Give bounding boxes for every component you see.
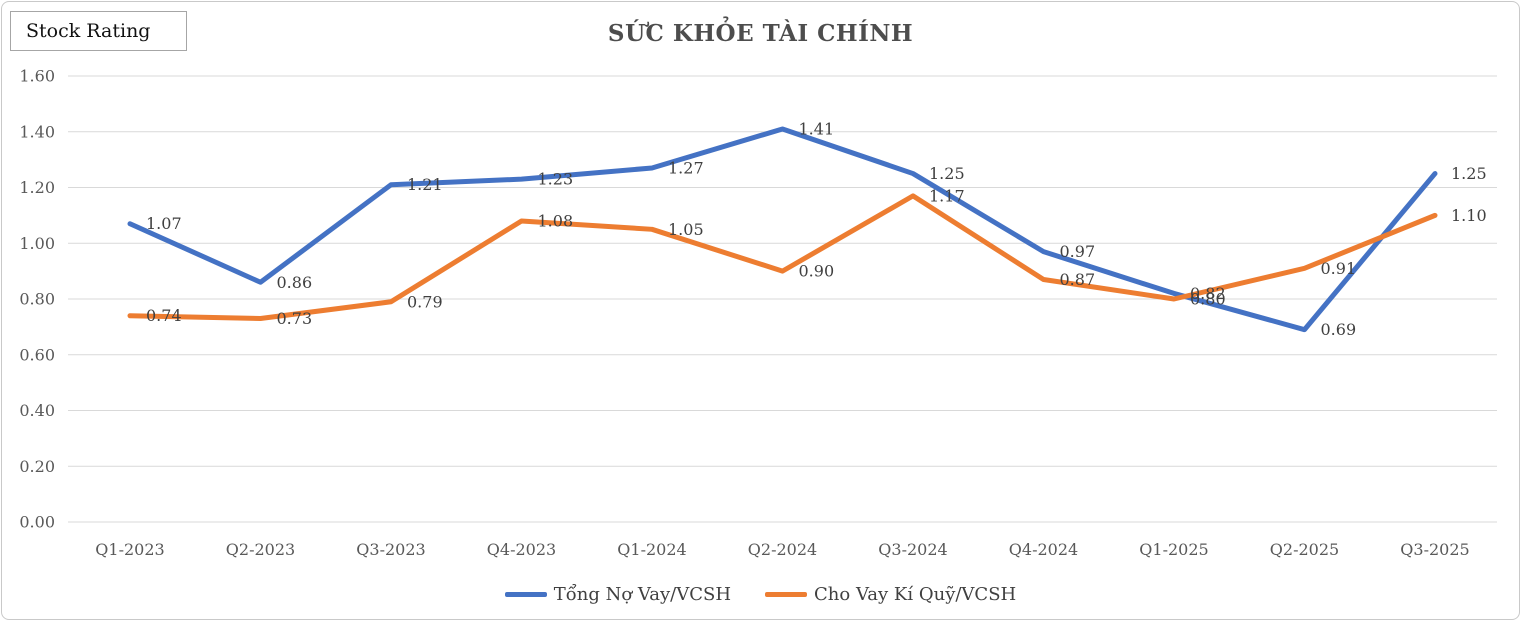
data-label: 1.25 bbox=[929, 164, 965, 183]
legend-label: Cho Vay Kí Quỹ/VCSH bbox=[814, 584, 1017, 605]
data-label: 1.21 bbox=[407, 175, 443, 194]
y-tick-label: 1.40 bbox=[19, 122, 55, 141]
data-label: 0.90 bbox=[799, 262, 835, 281]
data-label: 0.87 bbox=[1060, 270, 1096, 289]
data-label: 0.86 bbox=[277, 273, 313, 292]
data-label: 1.05 bbox=[668, 220, 704, 239]
data-label: 1.17 bbox=[929, 186, 965, 205]
x-tick-label: Q4-2024 bbox=[1009, 540, 1078, 559]
series-line bbox=[127, 193, 1438, 322]
data-label: 0.97 bbox=[1060, 242, 1096, 261]
data-label: 1.08 bbox=[538, 211, 574, 230]
x-tick-label: Q3-2023 bbox=[356, 540, 425, 559]
data-label: 1.25 bbox=[1451, 164, 1487, 183]
legend-item: Tổng Nợ Vay/VCSH bbox=[504, 584, 732, 605]
legend-line-swatch bbox=[504, 592, 547, 597]
data-label: 0.69 bbox=[1321, 320, 1357, 339]
data-label: 0.73 bbox=[277, 309, 313, 328]
stock-rating-label: Stock Rating bbox=[26, 20, 151, 42]
x-tick-label: Q3-2024 bbox=[878, 540, 947, 559]
data-label: 0.80 bbox=[1190, 290, 1226, 309]
y-tick-label: 0.20 bbox=[19, 457, 55, 476]
chart-title: SỨC KHỎE TÀI CHÍNH bbox=[607, 20, 914, 47]
y-tick-label: 0.80 bbox=[19, 290, 55, 309]
x-tick-label: Q2-2024 bbox=[748, 540, 817, 559]
stock-rating-box: Stock Rating bbox=[10, 11, 187, 51]
x-tick-label: Q1-2023 bbox=[95, 540, 164, 559]
data-label: 0.74 bbox=[146, 306, 182, 325]
legend-line-swatch bbox=[765, 592, 808, 597]
y-tick-label: 0.60 bbox=[19, 345, 55, 364]
y-tick-label: 0.00 bbox=[19, 513, 55, 532]
data-label: 1.23 bbox=[538, 170, 574, 189]
data-label: 1.07 bbox=[146, 214, 182, 233]
x-tick-label: Q4-2023 bbox=[487, 540, 556, 559]
data-label: 0.79 bbox=[407, 292, 443, 311]
data-label: 1.27 bbox=[668, 158, 704, 177]
y-tick-label: 1.00 bbox=[19, 234, 55, 253]
data-label: 1.41 bbox=[799, 119, 835, 138]
data-label: 0.82 bbox=[1190, 284, 1226, 303]
data-label: 1.10 bbox=[1451, 206, 1487, 225]
x-tick-label: Q2-2025 bbox=[1270, 540, 1339, 559]
y-tick-label: 0.40 bbox=[19, 401, 55, 420]
series-line bbox=[127, 126, 1438, 333]
x-tick-label: Q2-2023 bbox=[226, 540, 295, 559]
x-tick-label: Q1-2025 bbox=[1139, 540, 1208, 559]
x-tick-label: Q1-2024 bbox=[617, 540, 686, 559]
y-tick-label: 1.20 bbox=[19, 178, 55, 197]
y-tick-label: 1.60 bbox=[19, 67, 55, 86]
legend-item: Cho Vay Kí Quỹ/VCSH bbox=[765, 584, 1016, 605]
chart-legend: Tổng Nợ Vay/VCSH Cho Vay Kí Quỹ/VCSH bbox=[0, 584, 1521, 605]
data-label: 0.91 bbox=[1321, 259, 1357, 278]
x-tick-label: Q3-2025 bbox=[1400, 540, 1469, 559]
legend-label: Tổng Nợ Vay/VCSH bbox=[553, 584, 732, 605]
